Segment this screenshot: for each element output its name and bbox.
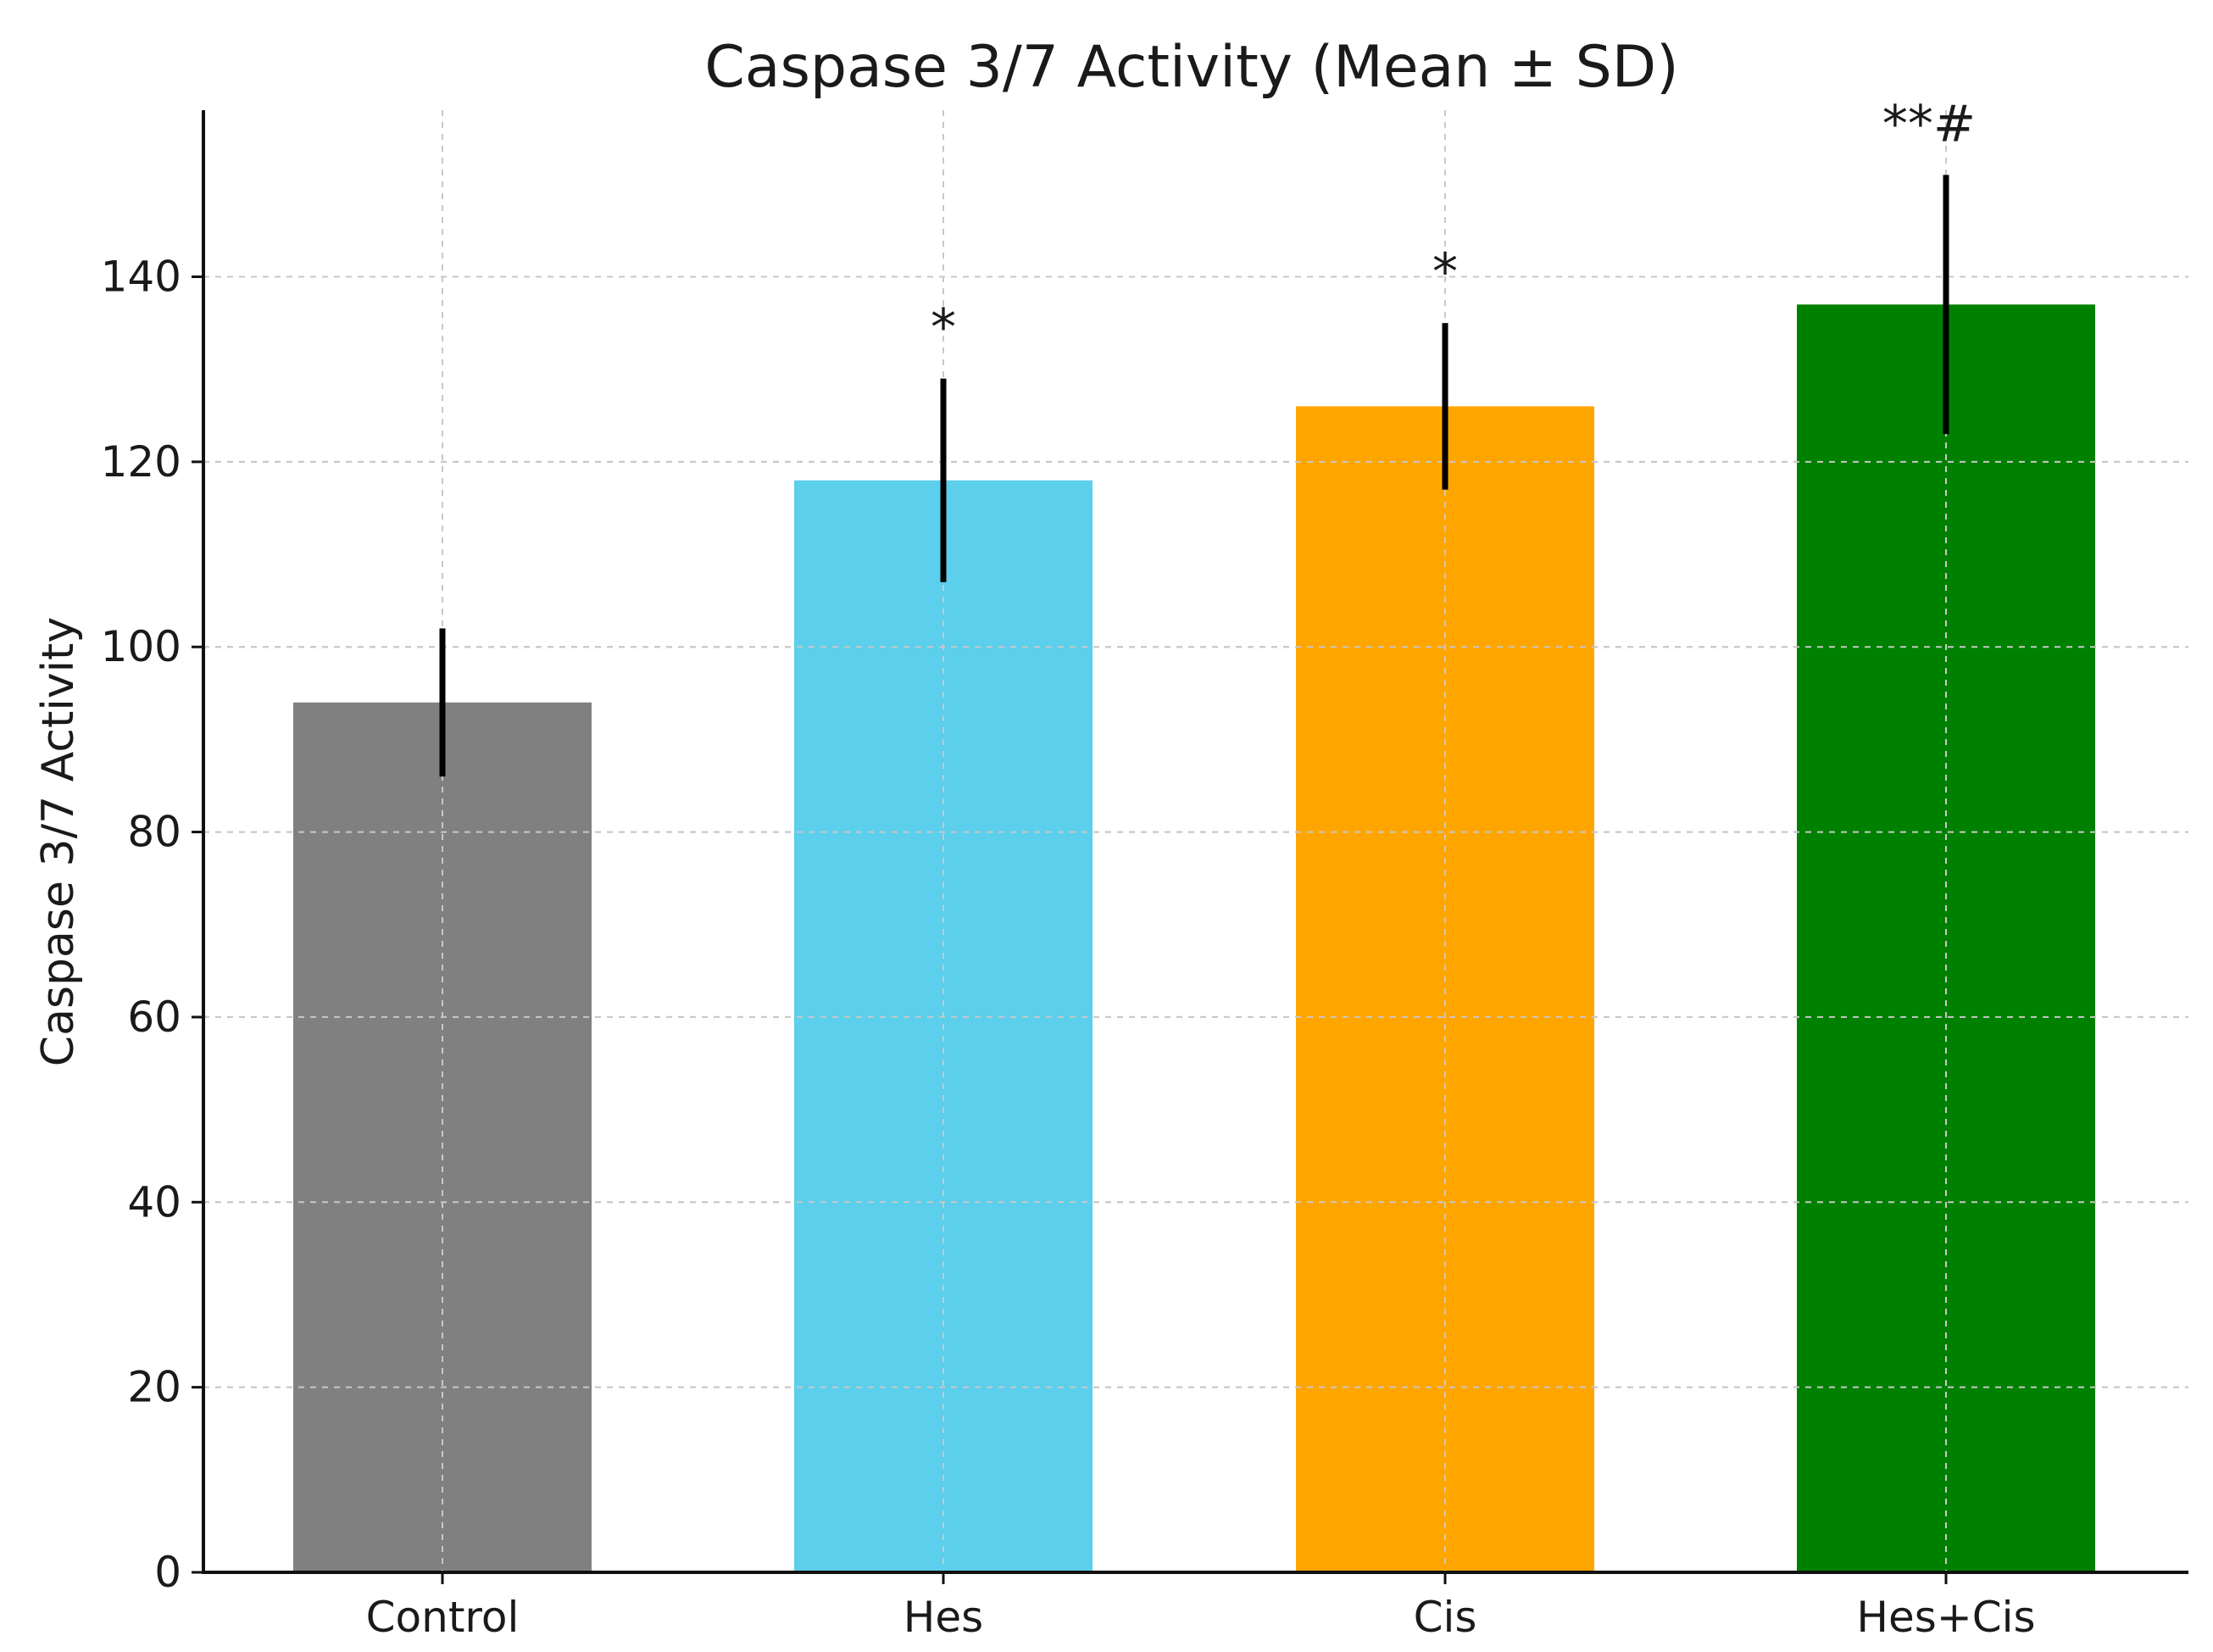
y-tick-label: 40	[127, 1177, 181, 1226]
chart-title: Caspase 3/7 Activity (Mean ± SD)	[704, 34, 1678, 101]
y-tick-label: 120	[101, 437, 181, 487]
significance-label: *	[931, 298, 956, 358]
y-tick-label: 0	[154, 1548, 181, 1597]
y-tick-label: 20	[127, 1363, 181, 1412]
bar-layer	[203, 110, 2188, 1573]
x-tick-label: Control	[366, 1593, 520, 1642]
y-tick-label: 140	[101, 253, 181, 302]
x-tick-label: Cis	[1414, 1593, 1477, 1642]
y-tick-label: 100	[101, 622, 181, 671]
y-tick-label: 80	[127, 808, 181, 857]
x-tick-label: Hes	[904, 1593, 983, 1642]
significance-label: **#	[1882, 94, 1976, 153]
x-tick-label: Hes+Cis	[1856, 1593, 2035, 1642]
significance-label: *	[1432, 242, 1458, 302]
errorbar-layer	[439, 175, 1949, 777]
y-axis-label: Caspase 3/7 Activity	[33, 617, 84, 1066]
y-tick-label: 60	[127, 993, 181, 1042]
axis-layer: 0 20 40 60 80 100 120 140 Control Hes Cis Hes+Cis	[101, 110, 2188, 1642]
annotation-layer: * * **#	[931, 94, 1976, 357]
